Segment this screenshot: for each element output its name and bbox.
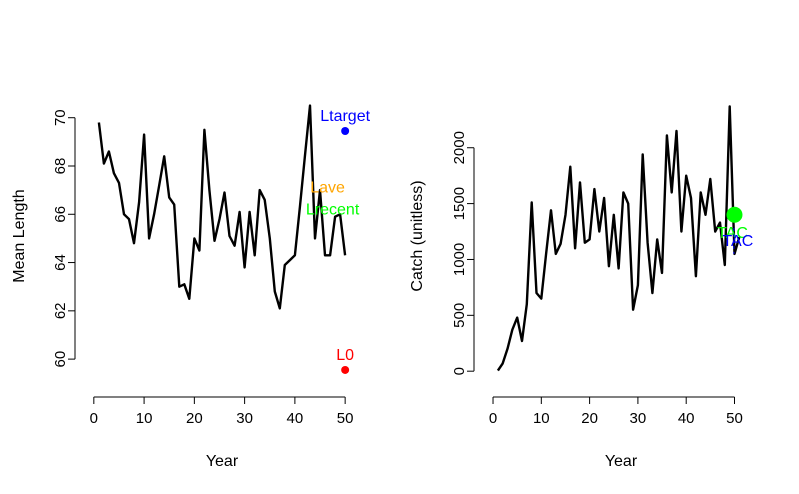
label-l0: L0 — [336, 347, 354, 364]
x-tick-label: 20 — [581, 410, 598, 427]
label-lave: Lave — [310, 180, 345, 197]
x-tick-label: 30 — [236, 410, 253, 427]
y-tick-label: 60 — [52, 351, 69, 368]
y-tick-label: 70 — [52, 109, 69, 126]
x-tick-label: 20 — [186, 410, 203, 427]
y-tick-label: 68 — [52, 158, 69, 175]
x-tick-label: 0 — [90, 410, 98, 427]
y-tick-label: 0 — [451, 367, 468, 375]
series-line — [97, 104, 347, 310]
label-ltarget: Ltarget — [320, 108, 370, 125]
y-tick-label: 2000 — [451, 131, 468, 164]
x-tick-label: 10 — [533, 410, 550, 427]
x-axis-title: Year — [206, 453, 239, 470]
label-tac-green: TAC — [717, 225, 748, 242]
x-tick-label: 50 — [337, 410, 354, 427]
label-tac-blue: TAC — [722, 233, 753, 250]
y-axis-title: Catch (unitless) — [409, 180, 426, 291]
y-tick-label: 66 — [52, 206, 69, 223]
chart-panel-1: 0 10 20 30 40 50 60 62 64 66 68 70 Year Mean Length Lt… — [11, 104, 371, 470]
x-tick-label: 50 — [726, 410, 743, 427]
y-tick-label: 500 — [451, 303, 468, 328]
y-axis-title: Mean Length — [11, 189, 28, 282]
x-tick-label: 40 — [287, 410, 304, 427]
y-tick-label: 62 — [52, 302, 69, 319]
x-tick-label: 30 — [630, 410, 647, 427]
series-line — [496, 105, 741, 372]
point-l0 — [341, 365, 350, 374]
x-tick-label: 40 — [678, 410, 695, 427]
y-tick-label: 64 — [52, 254, 69, 271]
x-tick-label: 0 — [489, 410, 497, 427]
x-tick-label: 10 — [136, 410, 153, 427]
y-tick-label: 1000 — [451, 243, 468, 276]
point-tac — [726, 206, 743, 223]
y-tick-label: 1500 — [451, 187, 468, 220]
point-ltarget — [341, 126, 350, 135]
label-lrecent: Lrecent — [306, 201, 360, 218]
x-axis-title: Year — [605, 453, 638, 470]
